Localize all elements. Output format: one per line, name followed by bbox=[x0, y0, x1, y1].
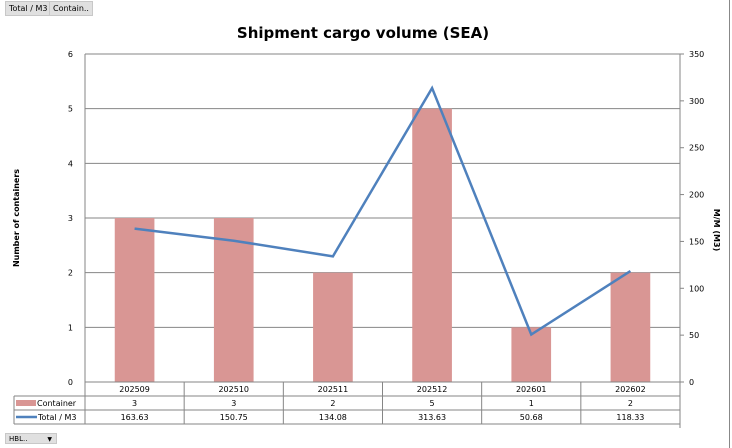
table-cell-container: 2 bbox=[330, 399, 335, 408]
series-line-total-m3 bbox=[134, 85, 632, 337]
y2-tick-label: 300 bbox=[689, 97, 704, 106]
y2-tick-label: 250 bbox=[689, 144, 704, 153]
y-tick-label: 5 bbox=[68, 105, 73, 114]
bar-202602 bbox=[610, 272, 651, 382]
table-cell-container: 1 bbox=[529, 399, 534, 408]
y2-tick-label: 50 bbox=[689, 331, 699, 340]
table-cell-total-m3: 50.68 bbox=[520, 413, 543, 422]
bar-202509 bbox=[114, 218, 155, 382]
y-tick-label: 3 bbox=[68, 214, 73, 223]
hbl-filter-dropdown[interactable]: HBL.. ▼ bbox=[5, 433, 57, 444]
x-tick-label: 202512 bbox=[417, 385, 448, 394]
y2-tick-label: 150 bbox=[689, 237, 704, 246]
legend-label-total-m3: Total / M3 bbox=[37, 413, 76, 422]
y-tick-label: 6 bbox=[68, 50, 73, 59]
x-tick-label: 202510 bbox=[218, 385, 249, 394]
hbl-filter-label: HBL.. bbox=[9, 435, 28, 443]
y-tick-label: 1 bbox=[68, 323, 73, 332]
y2-axis-label: M/M (M3) bbox=[712, 209, 721, 251]
y2-tick-label: 0 bbox=[689, 378, 694, 387]
table-cell-total-m3: 134.08 bbox=[319, 413, 347, 422]
bar-202511 bbox=[313, 272, 353, 382]
x-tick-label: 202509 bbox=[119, 385, 150, 394]
table-cell-container: 3 bbox=[132, 399, 137, 408]
table-cell-container: 3 bbox=[231, 399, 236, 408]
x-tick-label: 202511 bbox=[318, 385, 349, 394]
chart-title: Shipment cargo volume (SEA) bbox=[237, 24, 489, 42]
legend-swatch-container bbox=[16, 400, 36, 406]
table-cell-total-m3: 118.33 bbox=[616, 413, 644, 422]
y2-tick-label: 200 bbox=[689, 191, 704, 200]
table-cell-total-m3: 150.75 bbox=[220, 413, 248, 422]
bar-202512 bbox=[412, 108, 452, 383]
bar-202601 bbox=[511, 327, 552, 382]
window-border bbox=[729, 0, 730, 448]
y-tick-label: 0 bbox=[68, 378, 73, 387]
legend-label-container: Container bbox=[37, 399, 77, 408]
table-cell-container: 5 bbox=[430, 399, 435, 408]
y-tick-label: 2 bbox=[68, 269, 73, 278]
table-cell-container: 2 bbox=[628, 399, 633, 408]
x-tick-label: 202601 bbox=[516, 385, 547, 394]
filter-button-container[interactable]: Contain.. bbox=[49, 1, 93, 16]
y2-tick-label: 100 bbox=[689, 284, 704, 293]
bar-202510 bbox=[213, 218, 254, 382]
y-tick-label: 4 bbox=[68, 159, 73, 168]
dropdown-arrow-icon: ▼ bbox=[47, 436, 52, 443]
table-cell-total-m3: 163.63 bbox=[121, 413, 149, 422]
x-tick-label: 202602 bbox=[615, 385, 646, 394]
y2-tick-label: 350 bbox=[689, 50, 704, 59]
y-axis-label: Number of containers bbox=[12, 169, 21, 267]
table-cell-total-m3: 313.63 bbox=[418, 413, 446, 422]
